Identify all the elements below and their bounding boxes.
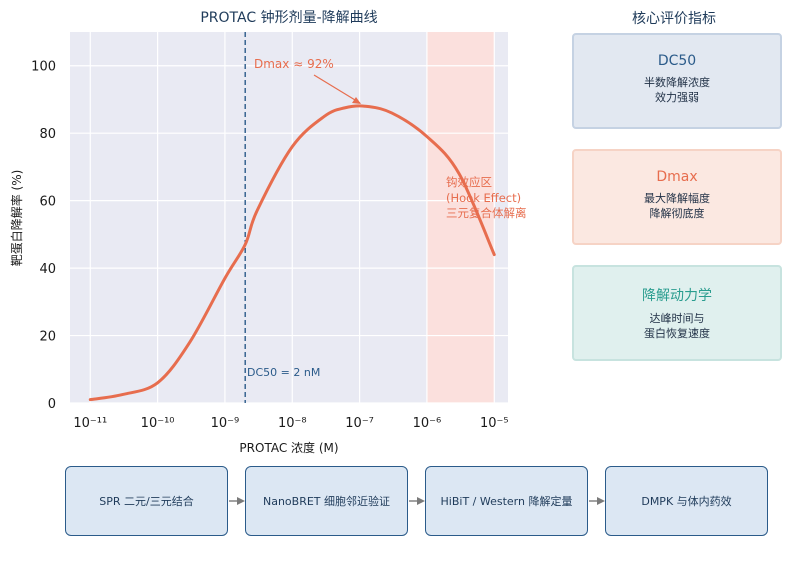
x-tick-label: 10⁻⁶	[413, 416, 442, 431]
x-tick-label: 10⁻⁷	[345, 416, 374, 431]
y-tick-label: 80	[39, 127, 56, 142]
x-tick-label: 10⁻¹⁰	[141, 416, 175, 431]
workflow-step-dmpk: DMPK 与体内药效	[605, 466, 768, 536]
x-axis-label: PROTAC 浓度 (M)	[239, 440, 338, 455]
y-tick-label: 100	[31, 60, 56, 75]
y-tick-label: 60	[39, 195, 56, 210]
dc50-label: DC50 = 2 nM	[247, 366, 320, 379]
chart-title: PROTAC 钟形剂量-降解曲线	[200, 9, 377, 26]
x-tick-label: 10⁻⁵	[480, 416, 509, 431]
dc50-card-title: DC50	[657, 53, 697, 69]
y-tick-labels: 0 20 40 60 80 100	[31, 60, 56, 412]
x-tick-label: 10⁻⁸	[278, 416, 307, 431]
y-axis-label: 靶蛋白降解率 (%)	[9, 170, 24, 267]
hook-effect-region	[426, 32, 495, 403]
workflow-step-nanobret: NanoBRET 细胞邻近验证	[245, 466, 408, 536]
kinetics-card-title: 降解动力学	[642, 288, 712, 304]
dose-response-curve	[88, 104, 496, 402]
workflow-arrows	[229, 497, 605, 505]
x-tick-label: 10⁻¹¹	[73, 416, 107, 431]
dmax-arrow	[313, 74, 361, 104]
y-tick-label: 20	[39, 330, 56, 345]
workflow-step-spr: SPR 二元/三元结合	[65, 466, 228, 536]
hook-label-line1: 钩效应区	[446, 175, 492, 189]
dmax-card-line2: 降解彻底度	[649, 207, 705, 220]
workflow-step-hibit: HiBiT / Western 降解定量	[425, 466, 588, 536]
dmax-card-title: Dmax	[656, 169, 698, 185]
dmax-annotation: Dmax ≈ 92%	[254, 57, 334, 71]
y-tick-label: 40	[39, 262, 56, 277]
hook-label-line3: 三元复合体解离	[446, 206, 527, 220]
y-tick-label: 0	[48, 397, 56, 412]
dc50-card-line1: 半数降解浓度	[644, 76, 710, 89]
kinetics-card-line2: 蛋白恢复速度	[644, 327, 710, 340]
x-tick-labels: 10⁻¹¹ 10⁻¹⁰ 10⁻⁹ 10⁻⁸ 10⁻⁷ 10⁻⁶ 10⁻⁵	[73, 416, 508, 431]
dc50-card: DC50 半数降解浓度 效力强弱	[572, 33, 782, 129]
side-panel-title: 核心评价指标	[632, 11, 716, 27]
dmax-card-line1: 最大降解幅度	[644, 192, 710, 205]
grid-lines	[70, 32, 508, 404]
dmax-arrowhead	[352, 97, 361, 104]
kinetics-card-line1: 达峰时间与	[649, 312, 705, 325]
dc50-card-line2: 效力强弱	[655, 91, 699, 104]
kinetics-card: 降解动力学 达峰时间与 蛋白恢复速度	[572, 265, 782, 361]
x-tick-label: 10⁻⁹	[211, 416, 240, 431]
dmax-card: Dmax 最大降解幅度 降解彻底度	[572, 149, 782, 245]
hook-label-line2: (Hook Effect)	[446, 191, 521, 205]
